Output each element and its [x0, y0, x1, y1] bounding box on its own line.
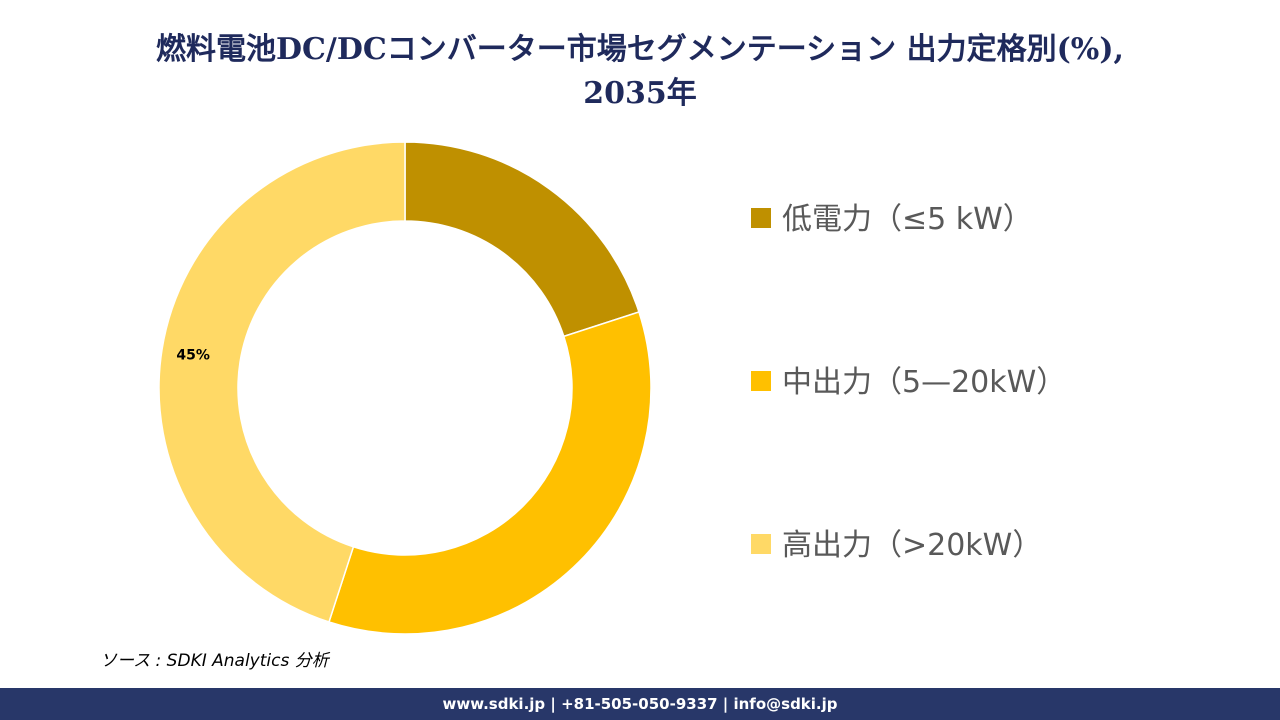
legend-swatch	[751, 534, 771, 554]
footer: www.sdki.jp | +81-505-050-9337 | info@sd…	[0, 688, 1280, 720]
donut-segment	[158, 141, 406, 623]
legend-label: 中出力（5—20kW）	[782, 365, 1066, 400]
chart-title: 燃料電池DC/DCコンバーター市場セグメンテーション 出力定格別(%), 203…	[156, 32, 1124, 111]
source-note: ソース : SDKI Analytics 分析	[100, 651, 329, 671]
donut-segment	[404, 141, 640, 338]
data-label: 45%	[176, 347, 210, 363]
legend-label: 高出力（>20kW）	[782, 528, 1042, 563]
donut-segment	[328, 311, 652, 635]
legend-swatch	[751, 208, 771, 228]
chart: 低電力（≤5 kW） 中出力（5—20kW） 45% 高出力（>20kW）	[158, 141, 1066, 635]
legend-label: 低電力（≤5 kW）	[782, 202, 1033, 237]
legend-swatch	[751, 371, 771, 391]
